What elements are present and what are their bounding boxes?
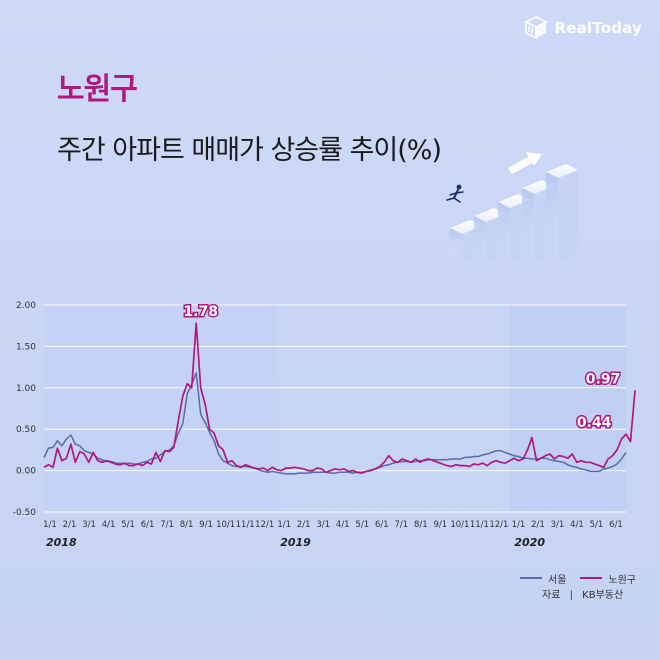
brand-logo: RealToday [522, 16, 642, 40]
x-tick-label: 9/1 [434, 520, 448, 530]
x-tick-label: 4/1 [336, 520, 350, 530]
data-annotations: 1.78 0.44 0.97 [182, 303, 622, 433]
series-line-nowon [43, 322, 636, 474]
year-bands [44, 305, 626, 512]
source-label: 자료 [542, 590, 561, 601]
year-band [276, 305, 510, 512]
x-tick-label: 2/1 [63, 520, 77, 530]
arrow-up-icon [508, 152, 542, 174]
year-band [44, 305, 277, 512]
x-tick-label: 8/1 [414, 520, 428, 530]
y-tick-label: -0.50 [13, 508, 37, 518]
x-tick-label: 4/1 [570, 520, 584, 530]
source-name: KB부동산 [582, 590, 624, 601]
x-tick-label: 6/1 [141, 520, 155, 530]
x-tick-label: 3/1 [82, 520, 96, 530]
building-logo-icon [524, 16, 549, 40]
x-tick-label: 1/1 [512, 520, 526, 530]
y-tick-label: 2.00 [16, 301, 36, 311]
x-tick-label: 2/1 [531, 520, 545, 530]
x-tick-label: 12/1 [489, 520, 508, 530]
x-tick-label: 1/1 [43, 520, 57, 530]
series-lines [43, 322, 636, 475]
source-note: 자료 | KB부동산 [542, 586, 623, 601]
x-tick-label: 3/1 [316, 520, 330, 530]
annotation-label: 1.78 [183, 304, 218, 320]
x-tick-label: 5/1 [590, 520, 604, 530]
legend: 서울 노원구 자료 | KB부동산 [520, 571, 637, 601]
y-tick-label: 1.50 [16, 342, 36, 352]
x-tick-label: 6/1 [375, 520, 389, 530]
y-tick-label: 0.00 [16, 467, 36, 477]
year-label: 2018 [46, 536, 77, 549]
chart-title: 주간 아파트 매매가 상승률 추이(%) [57, 135, 442, 166]
series-line-seoul [43, 372, 627, 475]
line-chart: 2.00 1.50 1.00 0.50 0.00 -0.50 1/1 2/1 3/1 4/1 5/… [13, 301, 636, 549]
y-axis: 2.00 1.50 1.00 0.50 0.00 -0.50 [13, 301, 37, 518]
year-label: 2020 [514, 536, 545, 549]
x-tick-label: 6/1 [609, 520, 623, 530]
stairs-illustration [446, 152, 578, 262]
x-tick-label: 9/1 [199, 520, 213, 530]
legend-seoul-label: 서울 [548, 574, 567, 586]
x-tick-label: 2/1 [297, 520, 311, 530]
legend-nowon-label: 노원구 [608, 574, 637, 586]
brand-name: RealToday [554, 19, 642, 37]
annotation-label: 0.44 [577, 415, 612, 431]
x-tick-label: 12/1 [255, 520, 274, 530]
y-tick-label: 1.00 [16, 384, 36, 394]
annotation-label: 0.97 [586, 371, 621, 387]
x-tick-label: 1/1 [277, 520, 291, 530]
stair-steps [450, 164, 578, 262]
runner-icon [446, 184, 464, 203]
x-tick-label: 11/1 [236, 520, 255, 530]
x-tick-label: 10/1 [216, 520, 235, 530]
x-axis: 1/1 2/1 3/1 4/1 5/1 6/1 7/1 8/1 9/1 10/1 11/1 12/1 1… [43, 520, 623, 530]
x-tick-label: 3/1 [551, 520, 565, 530]
x-tick-label: 11/1 [470, 520, 489, 530]
year-labels: 2018 2019 2020 [46, 536, 545, 549]
source-separator: | [569, 590, 573, 601]
x-tick-label: 7/1 [394, 520, 408, 530]
x-tick-label: 10/1 [450, 520, 469, 530]
y-tick-label: 0.50 [16, 425, 36, 435]
x-tick-label: 4/1 [102, 520, 116, 530]
year-label: 2019 [280, 536, 311, 549]
x-tick-label: 5/1 [121, 520, 135, 530]
x-tick-label: 8/1 [180, 520, 194, 530]
year-band [509, 305, 626, 512]
district-title: 노원구 [57, 72, 138, 107]
x-tick-label: 7/1 [160, 520, 174, 530]
x-tick-label: 5/1 [355, 520, 369, 530]
gridlines [44, 304, 626, 513]
legend-nowon-swatch [580, 577, 603, 579]
legend-seoul-swatch [520, 577, 542, 579]
